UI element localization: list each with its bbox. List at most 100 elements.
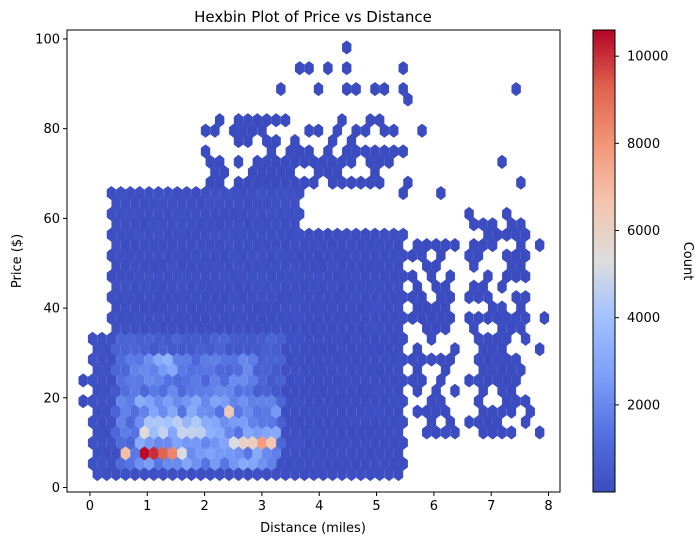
hexbin-cell — [257, 310, 267, 326]
hexbin-cell — [257, 435, 267, 450]
hexbin-cell — [440, 425, 451, 440]
hexbin-cell — [271, 466, 281, 482]
hexbin-cell — [365, 279, 375, 294]
hexbin-cell — [200, 269, 211, 284]
hexbin-cell — [144, 373, 154, 388]
hexbin-cell — [365, 258, 375, 274]
hexbin-cell — [520, 331, 531, 346]
hexbin-cell — [153, 331, 164, 346]
hexbin-cell — [506, 258, 517, 274]
hexbin-cell — [327, 446, 338, 461]
hexbin-cell — [436, 248, 446, 263]
hexbin-cell — [351, 227, 361, 242]
hexbin-cell — [205, 196, 215, 211]
hexbin-cell — [506, 404, 517, 419]
hexbin-cell — [393, 300, 404, 315]
hexbin-cell — [473, 414, 484, 430]
hexbin-cell — [299, 342, 310, 357]
hexbin-cell — [417, 373, 427, 388]
hexbin-cell — [327, 383, 338, 398]
hexbin-cell — [360, 310, 371, 326]
hexbin-cell — [210, 435, 220, 450]
hexbin-cell — [163, 269, 173, 284]
hexbin-cell — [111, 238, 121, 253]
hexbin-cell — [233, 196, 244, 211]
hexbin-cell — [478, 238, 488, 253]
colorbar-axis: 2000 4000 6000 8000 10000 — [615, 50, 668, 413]
hexbin-cell — [214, 466, 225, 482]
hexbin-cell — [158, 196, 168, 211]
hexbin-cell — [285, 248, 295, 263]
hexbin-cell — [332, 269, 343, 284]
hexbin-cell — [163, 414, 173, 430]
hexbin-cell — [224, 196, 234, 211]
hexbin-cell — [149, 342, 159, 357]
hexbin-cell — [224, 321, 234, 336]
hexbin-cell — [200, 144, 211, 159]
hexbin-cell — [266, 227, 277, 242]
hexbin-cell — [280, 154, 291, 169]
hexbin-cell — [483, 227, 493, 242]
hexbin-cell — [167, 446, 178, 461]
hexbin-cell — [243, 425, 253, 440]
hexbin-cell — [502, 269, 512, 284]
hexbin-cell — [398, 248, 408, 263]
hexbin-cell — [356, 279, 366, 294]
hexbin-cell — [106, 456, 117, 471]
hexbin-cell — [309, 342, 319, 357]
hexbin-cell — [125, 456, 135, 471]
hexbin-cell — [280, 425, 291, 440]
hexbin-cell — [478, 279, 488, 294]
hexbin-cell — [149, 279, 159, 294]
hexbin-cell — [290, 196, 300, 211]
hexbin-cell — [191, 352, 201, 367]
hexbin-cell — [233, 258, 244, 274]
hexbin-cell — [323, 414, 333, 430]
hexbin-cell — [473, 331, 484, 346]
hexbin-cell — [106, 269, 117, 284]
hexbin-cell — [483, 331, 493, 346]
hexbin-cell — [337, 425, 347, 440]
hexbin-cell — [342, 248, 352, 263]
hexbin-cell — [393, 342, 404, 357]
hexbin-cell — [172, 206, 182, 221]
hexbin-cell — [276, 269, 286, 284]
hexbin-cell — [360, 435, 371, 450]
hexbin-cell — [191, 206, 201, 221]
hexbin-cell — [346, 321, 357, 336]
hexbin-cell — [163, 435, 173, 450]
hexbin-cell — [205, 217, 215, 232]
hexbin-cell — [182, 310, 192, 326]
hexbin-cell — [130, 425, 140, 440]
hexbin-cell — [360, 269, 371, 284]
hexbin-cell — [327, 300, 338, 315]
hexbin-cell — [139, 446, 150, 461]
hexbin-cell — [111, 196, 121, 211]
hexbin-cell — [243, 217, 253, 232]
hexbin-cell — [304, 373, 314, 388]
hexbin-cell — [106, 414, 117, 430]
hexbin-cell — [370, 310, 380, 326]
hexbin-cell — [356, 300, 366, 315]
hexbin-cell — [158, 217, 168, 232]
hexbin-cell — [153, 206, 164, 221]
hexbin-cell — [111, 258, 121, 274]
hexbin-cell — [384, 279, 394, 294]
hexbin-cell — [205, 404, 215, 419]
hexbin-cell — [233, 175, 244, 190]
hexbin-cell — [130, 446, 140, 461]
hexbin-cell — [224, 362, 234, 378]
hexbin-cell — [191, 248, 201, 263]
hexbin-cell — [219, 373, 230, 388]
hexbin-cell — [229, 186, 239, 201]
hexbin-cell — [412, 404, 423, 419]
hexbin-cell — [379, 248, 390, 263]
hexbin-cell — [337, 175, 347, 190]
hexbin-cell — [299, 279, 310, 294]
hexbin-cell — [299, 362, 310, 378]
hexbin-cell — [516, 238, 526, 253]
x-axis: 0 1 2 3 4 5 6 7 8 — [86, 492, 553, 514]
hexbin-cell — [163, 227, 173, 242]
hexbin-cell — [309, 362, 319, 378]
hexbin-cell — [346, 175, 357, 190]
